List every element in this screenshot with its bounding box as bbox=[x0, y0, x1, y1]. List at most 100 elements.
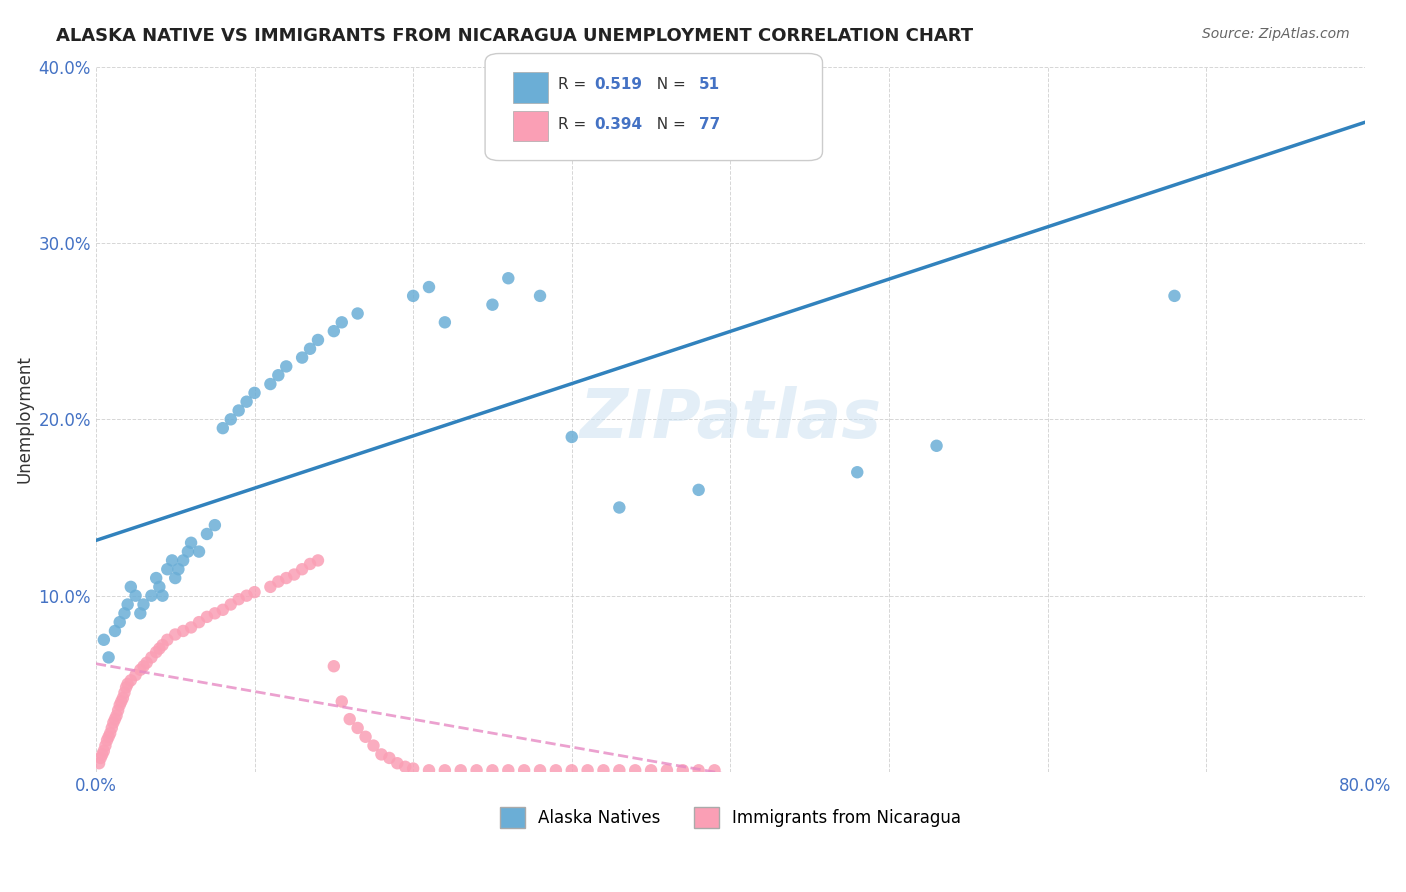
Point bbox=[322, 324, 344, 338]
Text: Source: ZipAtlas.com: Source: ZipAtlas.com bbox=[1202, 27, 1350, 41]
Point bbox=[135, 656, 157, 670]
Point bbox=[498, 764, 520, 778]
Point bbox=[418, 280, 440, 294]
Point bbox=[167, 562, 190, 576]
Point bbox=[243, 385, 266, 400]
Point bbox=[330, 315, 353, 329]
Text: R =: R = bbox=[558, 118, 592, 132]
Point bbox=[387, 756, 409, 771]
Point bbox=[418, 764, 440, 778]
Point bbox=[124, 668, 146, 682]
Point bbox=[108, 698, 131, 712]
Point bbox=[672, 764, 695, 778]
Point bbox=[91, 747, 114, 762]
Point bbox=[156, 562, 179, 576]
Point bbox=[98, 726, 121, 740]
Point bbox=[204, 518, 226, 533]
Text: 51: 51 bbox=[699, 78, 720, 92]
Point bbox=[103, 715, 125, 730]
Point bbox=[607, 764, 630, 778]
Point bbox=[120, 580, 142, 594]
Point bbox=[433, 764, 456, 778]
Point bbox=[481, 298, 503, 312]
Point bbox=[111, 690, 134, 705]
Point bbox=[354, 730, 377, 744]
Point bbox=[219, 412, 242, 426]
Point bbox=[307, 333, 329, 347]
Point bbox=[561, 764, 583, 778]
Point bbox=[104, 712, 127, 726]
Point bbox=[108, 615, 131, 629]
Point bbox=[259, 580, 281, 594]
Point bbox=[363, 739, 385, 753]
Point bbox=[291, 562, 314, 576]
Point bbox=[93, 632, 115, 647]
Point bbox=[259, 377, 281, 392]
Point bbox=[688, 483, 710, 497]
Point bbox=[346, 721, 368, 735]
Point bbox=[402, 289, 425, 303]
Point bbox=[145, 645, 167, 659]
Point bbox=[129, 607, 152, 621]
Point bbox=[433, 315, 456, 329]
Point bbox=[394, 760, 416, 774]
Point bbox=[90, 751, 112, 765]
Point bbox=[172, 624, 194, 638]
Text: ZIPatlas: ZIPatlas bbox=[579, 386, 882, 452]
Point bbox=[299, 557, 322, 571]
Point bbox=[124, 589, 146, 603]
Point bbox=[188, 615, 211, 629]
Point bbox=[498, 271, 520, 285]
Point bbox=[165, 571, 187, 585]
Point bbox=[703, 764, 725, 778]
Point bbox=[141, 589, 163, 603]
Point bbox=[283, 567, 305, 582]
Point bbox=[276, 359, 298, 374]
Point bbox=[339, 712, 361, 726]
Point bbox=[172, 553, 194, 567]
Point bbox=[156, 632, 179, 647]
Point bbox=[195, 527, 218, 541]
Point bbox=[529, 289, 551, 303]
Legend: Alaska Natives, Immigrants from Nicaragua: Alaska Natives, Immigrants from Nicaragu… bbox=[494, 801, 967, 834]
Point bbox=[96, 733, 118, 747]
Point bbox=[267, 368, 290, 383]
Point bbox=[141, 650, 163, 665]
Point bbox=[513, 764, 536, 778]
Point bbox=[211, 421, 233, 435]
Point bbox=[152, 638, 174, 652]
Point bbox=[117, 598, 139, 612]
Point bbox=[160, 553, 183, 567]
Point bbox=[322, 659, 344, 673]
Point bbox=[107, 703, 129, 717]
Point bbox=[211, 603, 233, 617]
Point bbox=[291, 351, 314, 365]
Point bbox=[219, 598, 242, 612]
Text: N =: N = bbox=[647, 118, 690, 132]
Point bbox=[114, 686, 136, 700]
Point bbox=[105, 708, 128, 723]
Point bbox=[561, 430, 583, 444]
Point bbox=[624, 764, 647, 778]
Point bbox=[204, 607, 226, 621]
Point bbox=[117, 677, 139, 691]
Point bbox=[101, 721, 124, 735]
Point bbox=[481, 764, 503, 778]
Point bbox=[235, 589, 257, 603]
Point bbox=[114, 607, 136, 621]
Text: 0.519: 0.519 bbox=[595, 78, 643, 92]
Point bbox=[370, 747, 392, 762]
Point bbox=[235, 394, 257, 409]
Point bbox=[228, 592, 250, 607]
Point bbox=[846, 465, 869, 479]
Point bbox=[751, 139, 773, 153]
Point bbox=[402, 762, 425, 776]
Point bbox=[243, 585, 266, 599]
Point bbox=[465, 764, 488, 778]
Point bbox=[120, 673, 142, 688]
Point bbox=[93, 744, 115, 758]
Point bbox=[267, 574, 290, 589]
Point bbox=[188, 544, 211, 558]
Point bbox=[115, 681, 138, 695]
Point bbox=[87, 756, 110, 771]
